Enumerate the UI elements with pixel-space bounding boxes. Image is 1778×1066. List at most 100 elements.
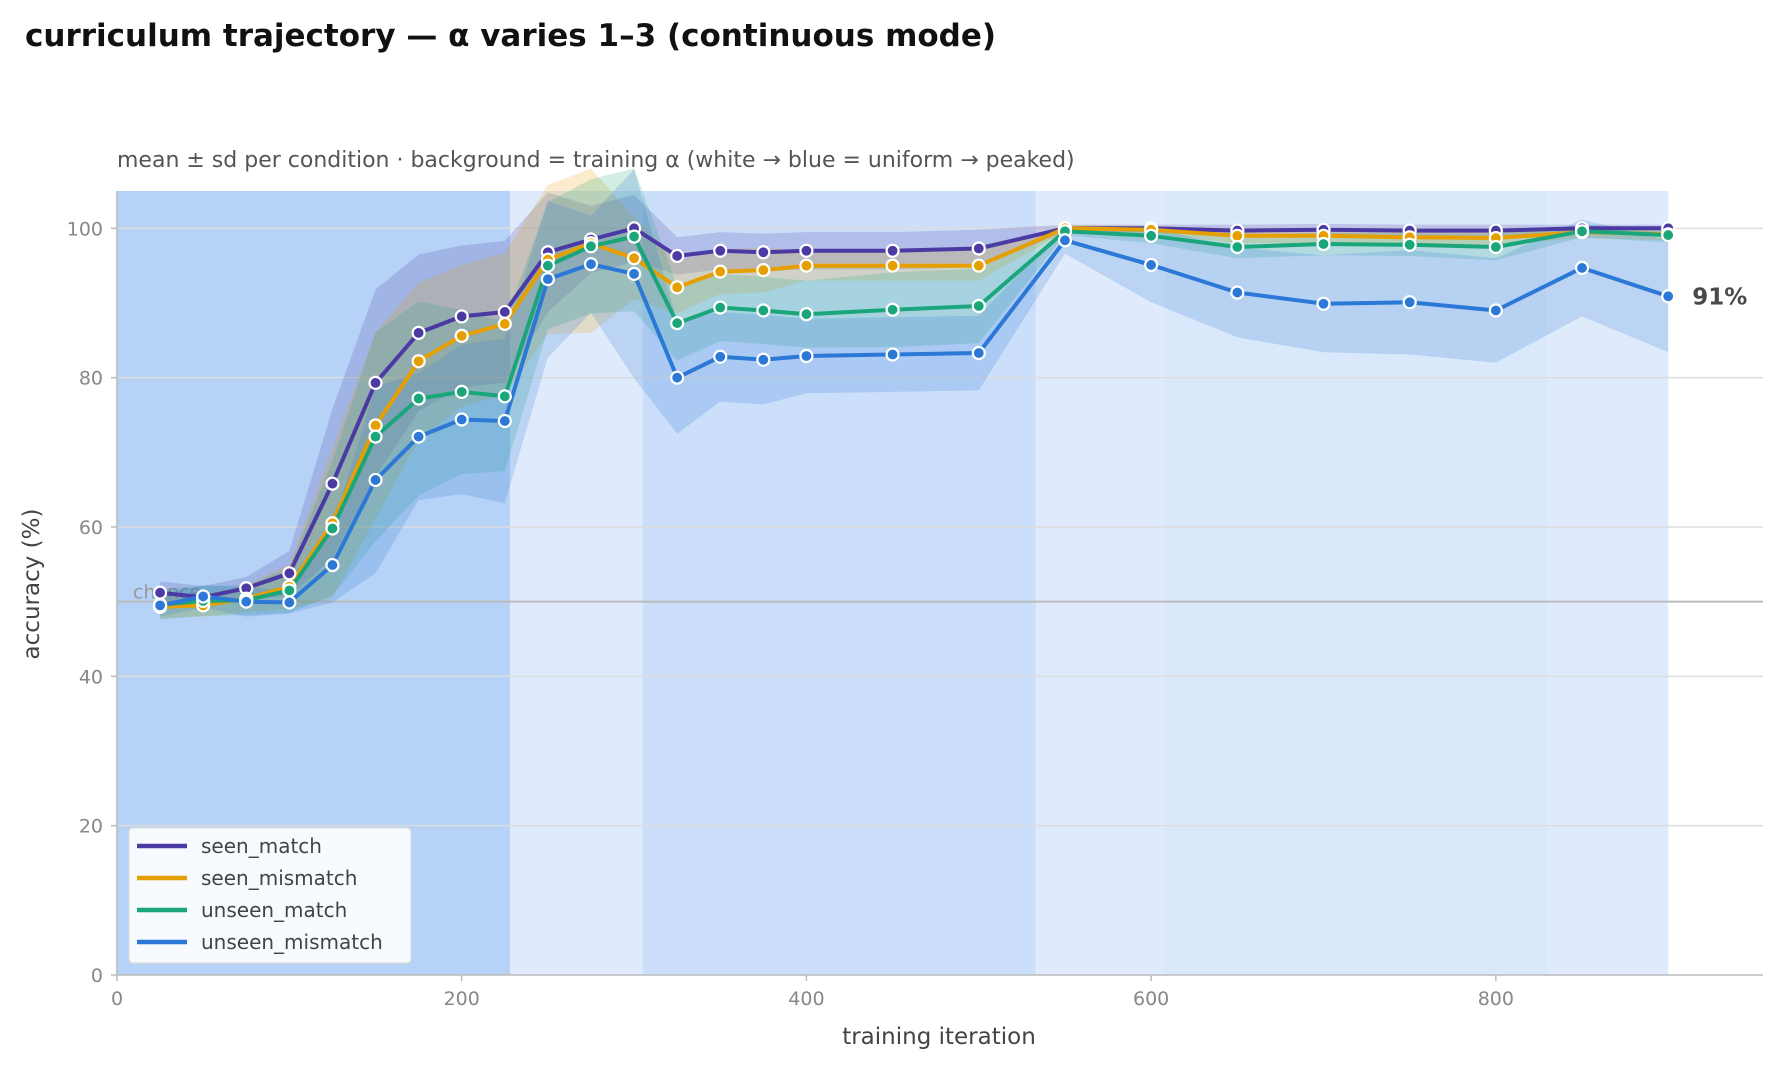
axes [116, 191, 1763, 976]
legend-box [128, 827, 412, 964]
y-tick-label-40: 40 [79, 666, 103, 688]
point-seen_match-200 [454, 309, 469, 324]
point-seen_match-25 [152, 585, 168, 600]
alpha-band-4 [1035, 191, 1165, 975]
point-unseen_mismatch-250 [540, 272, 555, 287]
point-unseen_mismatch-500 [971, 345, 986, 361]
point-seen_mismatch-350 [713, 264, 728, 279]
point-unseen_match-350 [713, 300, 728, 315]
point-unseen_match-700 [1316, 236, 1331, 252]
point-unseen_match-225 [497, 389, 512, 404]
series-line-unseen_mismatch [158, 238, 1671, 608]
point-unseen_mismatch-700 [1316, 296, 1331, 311]
point-unseen_mismatch-325 [670, 370, 685, 385]
alpha-band-5 [1164, 191, 1546, 975]
point-seen_mismatch-225 [497, 316, 512, 332]
sd-band-unseen_mismatch [160, 169, 1669, 617]
point-unseen_mismatch-450 [885, 347, 900, 362]
x-tick-label-400: 400 [788, 988, 824, 1010]
alpha-band-3 [642, 191, 1036, 975]
end-value-label: 91% [1692, 284, 1747, 310]
point-unseen_mismatch-400 [799, 348, 814, 364]
alpha-band-2 [509, 191, 643, 975]
point-unseen_mismatch-800 [1488, 303, 1503, 318]
point-unseen_match-100 [282, 583, 297, 598]
point-unseen_mismatch-650 [1230, 285, 1245, 300]
point-seen_mismatch-200 [454, 328, 469, 343]
y-tick-label-0: 0 [91, 965, 103, 987]
point-unseen_match-850 [1574, 224, 1590, 239]
point-unseen_match-375 [756, 303, 771, 318]
point-seen_mismatch-300 [626, 251, 642, 266]
x-tick-label-0: 0 [111, 988, 123, 1010]
point-unseen_match-150 [368, 429, 383, 444]
point-seen_match-400 [799, 243, 814, 258]
chart-title: curriculum trajectory — α varies 1–3 (co… [25, 18, 996, 54]
point-seen_match-450 [885, 243, 900, 258]
legend-label-unseen_mismatch: unseen_mismatch [201, 930, 383, 954]
point-seen_match-175 [411, 325, 426, 340]
series-lines [158, 226, 1671, 609]
point-unseen_mismatch-750 [1402, 295, 1417, 310]
point-seen_match-125 [325, 476, 340, 491]
y-tick-label-20: 20 [79, 816, 103, 838]
point-unseen_mismatch-900 [1661, 289, 1676, 304]
point-seen_mismatch-500 [971, 258, 986, 273]
y-tick-label-60: 60 [79, 517, 103, 539]
x-tick-label-600: 600 [1133, 988, 1169, 1010]
point-unseen_match-200 [454, 384, 469, 399]
point-unseen_mismatch-300 [626, 266, 642, 281]
point-unseen_match-275 [583, 239, 599, 254]
point-seen_mismatch-400 [799, 258, 814, 273]
point-unseen_mismatch-550 [1057, 233, 1073, 248]
x-axis-label: training iteration [842, 1024, 1036, 1050]
point-unseen_match-250 [540, 258, 555, 273]
point-seen_mismatch-375 [756, 263, 771, 278]
point-unseen_mismatch-150 [368, 472, 383, 488]
x-tick-label-800: 800 [1478, 988, 1514, 1010]
legend-label-seen_match: seen_match [201, 834, 322, 858]
series-line-seen_mismatch [158, 226, 1671, 609]
point-unseen_mismatch-600 [1144, 257, 1159, 273]
point-unseen_match-400 [799, 307, 814, 322]
point-unseen_match-750 [1402, 237, 1417, 252]
point-unseen_match-325 [670, 316, 685, 331]
point-unseen_mismatch-25 [152, 598, 168, 613]
tick-labels: 0 200 400 600 800 0 20 40 60 80 100 [67, 218, 1514, 1010]
point-seen_match-100 [282, 566, 297, 581]
point-unseen_mismatch-50 [196, 589, 211, 604]
point-seen_mismatch-175 [411, 354, 426, 369]
point-unseen_mismatch-225 [497, 413, 512, 429]
legend-label-unseen_match: unseen_match [201, 898, 347, 922]
point-unseen_mismatch-350 [713, 349, 728, 364]
point-seen_match-375 [756, 245, 771, 260]
point-unseen_mismatch-125 [325, 557, 340, 573]
point-unseen_match-900 [1661, 227, 1676, 243]
point-unseen_match-650 [1230, 239, 1245, 255]
y-axis-label: accuracy (%) [19, 509, 45, 660]
point-unseen_mismatch-175 [411, 429, 426, 444]
alpha-band-6 [1545, 191, 1669, 975]
chart-subtitle: mean ± sd per condition · background = t… [117, 148, 1075, 173]
point-unseen_mismatch-100 [282, 595, 297, 610]
point-unseen_match-175 [411, 391, 426, 406]
series-points [152, 221, 1676, 614]
point-unseen_mismatch-200 [454, 412, 469, 427]
point-seen_match-325 [670, 248, 685, 264]
sd-band-seen_mismatch [160, 168, 1669, 619]
y-tick-label-80: 80 [79, 368, 103, 390]
point-seen_match-150 [368, 375, 383, 390]
point-seen_mismatch-325 [670, 280, 685, 295]
series-line-seen_match [158, 226, 1671, 600]
point-unseen_match-500 [971, 298, 986, 314]
point-unseen_match-800 [1488, 239, 1503, 255]
point-seen_mismatch-450 [885, 258, 900, 273]
point-unseen_mismatch-275 [583, 257, 599, 272]
point-unseen_mismatch-375 [756, 352, 771, 367]
point-seen_match-500 [971, 241, 986, 256]
point-unseen_match-600 [1144, 228, 1159, 243]
x-tick-label-200: 200 [444, 988, 480, 1010]
point-unseen_match-450 [885, 302, 900, 317]
point-unseen_mismatch-75 [239, 594, 254, 609]
